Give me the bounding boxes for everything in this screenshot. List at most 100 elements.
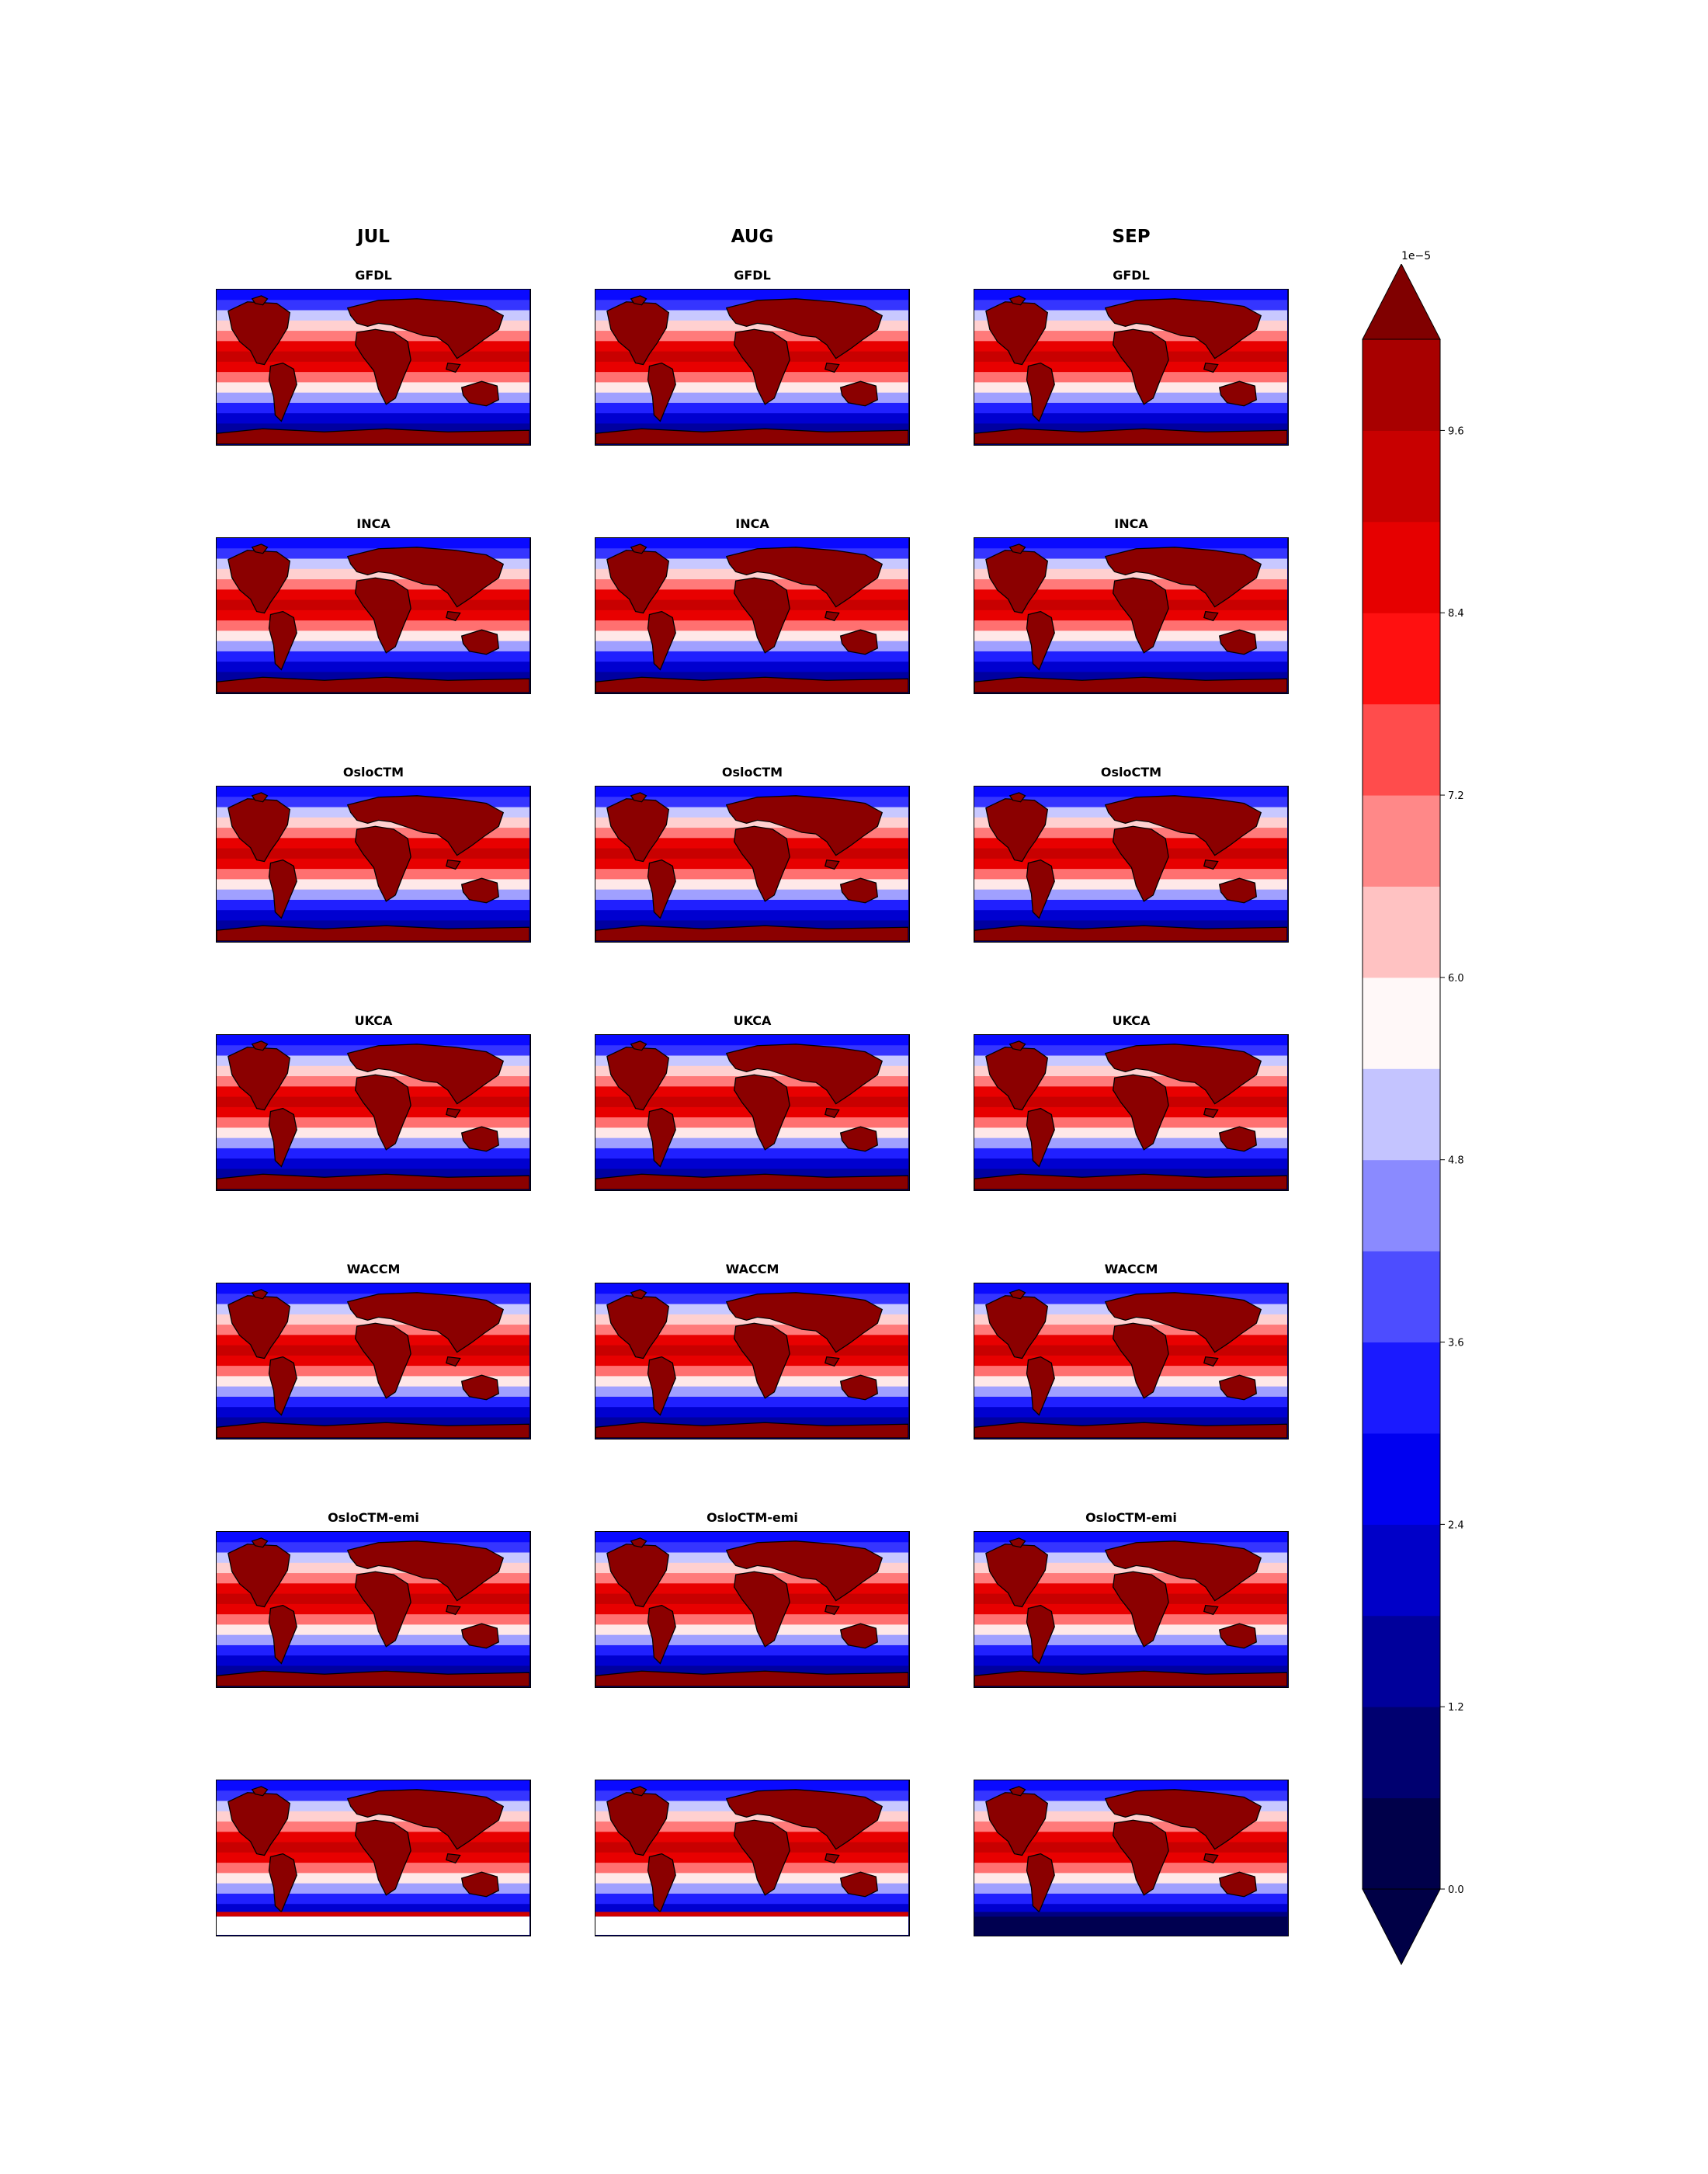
map-panel [216, 786, 531, 943]
coastline [734, 1074, 790, 1151]
field-band [217, 1883, 529, 1894]
field-band [217, 1148, 529, 1159]
colorbar-frame [1362, 339, 1441, 1890]
coastline [1104, 1044, 1262, 1105]
coastline [1218, 1374, 1257, 1401]
field-band [217, 1893, 529, 1905]
coastline [446, 1107, 461, 1119]
coastline [985, 550, 1048, 614]
field-band [974, 392, 1287, 404]
coastline [355, 1322, 411, 1399]
field-band [595, 787, 908, 797]
coastline [1104, 1292, 1262, 1353]
field-band [974, 413, 1287, 425]
field-band [595, 1893, 908, 1905]
coastline [839, 877, 878, 904]
colorbar-segment [1363, 886, 1440, 978]
coastline [630, 792, 647, 803]
coastline [606, 1544, 669, 1608]
coastline [1113, 1571, 1169, 1648]
field-band [217, 910, 529, 922]
coastline [460, 629, 499, 655]
coastline [985, 301, 1048, 366]
field-band [595, 1532, 908, 1543]
field-band [595, 641, 908, 652]
field-band [595, 1883, 908, 1894]
coastline [606, 1047, 669, 1111]
field-band [217, 1780, 529, 1791]
coastline [268, 859, 297, 919]
field-band [974, 1780, 1287, 1791]
coastline [1203, 362, 1219, 373]
colorbar-tick-label: 7.2 [1448, 790, 1463, 802]
field-band [595, 392, 908, 404]
map-panel [974, 1034, 1289, 1191]
coastline [606, 1295, 669, 1360]
coastline [839, 1871, 878, 1898]
coastline [824, 1853, 840, 1864]
coastline [227, 798, 290, 863]
edge-band [595, 1912, 908, 1917]
coastline [974, 1173, 1287, 1189]
coastline [824, 1604, 840, 1616]
coastline [824, 1107, 840, 1119]
colorbar-over-arrow [1362, 264, 1441, 340]
field-band [974, 1532, 1287, 1543]
colorbar-segment [1363, 1707, 1440, 1799]
coastline [595, 925, 908, 941]
coastline [446, 610, 461, 622]
coastline [725, 298, 884, 359]
coastline [725, 1044, 884, 1105]
field-band [595, 402, 908, 414]
field-band [217, 899, 529, 911]
field-band [974, 651, 1287, 662]
coastline [1008, 1040, 1026, 1051]
colorbar-tick-label: 9.6 [1448, 425, 1463, 437]
coastline [460, 1374, 499, 1401]
field-band [217, 651, 529, 662]
colorbar-tick-label: 0.0 [1448, 1884, 1463, 1896]
coastline [460, 380, 499, 407]
field-band [974, 889, 1287, 901]
map-panel [595, 1034, 910, 1191]
map-panel [216, 1034, 531, 1191]
panel-title: OsloCTM [1100, 765, 1162, 780]
colorbar-tick-label: 8.4 [1448, 608, 1463, 620]
coastline [595, 676, 908, 693]
coastline [1026, 1107, 1055, 1168]
coastline [1008, 295, 1026, 306]
coastline [1218, 1126, 1257, 1152]
coastline [606, 301, 669, 366]
map-panel [974, 1780, 1289, 1936]
coastline [974, 676, 1287, 693]
coastline [460, 1623, 499, 1649]
field-band [974, 402, 1287, 414]
coastline [630, 1786, 647, 1797]
coastline [268, 1356, 297, 1416]
field-band [217, 413, 529, 425]
field-band [217, 392, 529, 404]
coastline [647, 1356, 676, 1416]
colorbar-segment [1363, 1524, 1440, 1617]
field-band [217, 1137, 529, 1149]
field-band [217, 1407, 529, 1419]
coastline [1026, 1853, 1055, 1913]
field-band [595, 1283, 908, 1294]
coastline [1203, 1853, 1219, 1864]
coastline [227, 1792, 290, 1856]
map-panel [595, 1531, 910, 1688]
coastline [985, 1544, 1048, 1608]
coastline [824, 1356, 840, 1367]
coastline [974, 428, 1287, 444]
coastline [1218, 1871, 1257, 1898]
panel-title: OsloCTM-emi [1085, 1510, 1177, 1525]
coastline [595, 1422, 908, 1438]
field-band [217, 1283, 529, 1294]
coastline [606, 798, 669, 863]
coastline [1026, 1356, 1055, 1416]
field-band [217, 1655, 529, 1667]
coastline [647, 1853, 676, 1913]
coastline [1218, 380, 1257, 407]
field-band [595, 651, 908, 662]
coastline [630, 1537, 647, 1548]
